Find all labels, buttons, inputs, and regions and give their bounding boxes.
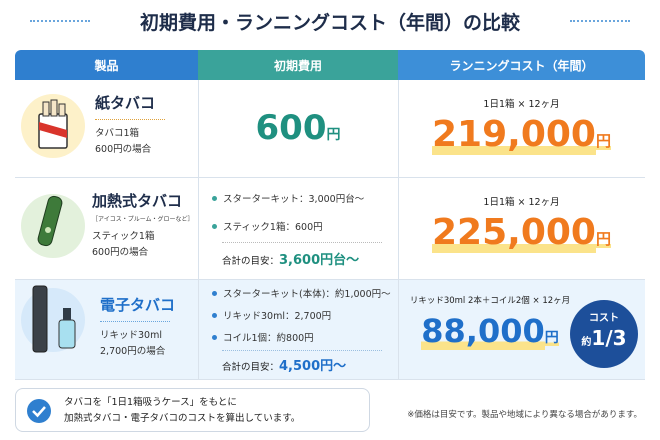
total: 3,600円台〜 [279,253,360,268]
initial-list: スターターキット(本体)：約1,000円〜 リキッド30ml：2,700円 コイ… [212,283,396,374]
row [15,80,645,178]
title: 初期費用・ランニングコスト（年間）の比較 [139,12,520,34]
footer-text: タバコを「1日1箱吸うケース」をもとに 加熱式タバコ・電子タバコのコストを算出し… [64,395,300,427]
badge-value: 1/3 [591,326,627,350]
basis: 600円の場合 [92,247,149,258]
product: 加熱式タバコ ［アイコス・プルーム・グローなど］ スティック1箱 600円の場合 [92,190,196,261]
running-note: リキッド30ml 2本＋コイル2個 × 12ヶ月 [409,296,571,306]
item: スターターキット：3,000円台〜 [212,186,396,210]
check-icon [27,399,51,423]
badge-label: 約 [581,337,592,348]
header-cell: 製品 [15,50,198,80]
item: コイル1個：約800円 [212,327,396,347]
footer-line: 加熱式タバコ・電子タバコのコストを算出しています。 [64,413,301,424]
value: 219,000 [432,114,596,155]
badge: コスト 約1/3 [570,300,638,368]
value: 225,000 [432,212,596,253]
product: 電子タバコ リキッド30ml 2,700円の場合 [100,294,196,360]
footer-box: タバコを「1日1箱吸うケース」をもとに 加熱式タバコ・電子タバコのコストを算出し… [15,388,370,432]
basis: 2,700円の場合 [100,346,166,357]
deco [95,119,165,120]
value: 600 [255,108,327,148]
running-note: 1日1箱 × 12ヶ月 [483,197,560,208]
product-name: 加熱式タバコ [92,192,183,210]
basis: リキッド30ml [100,330,162,341]
total-label: 合計の目安： [222,362,280,373]
item: スティック1箱：600円 [212,214,396,238]
basis: スティック1箱 [92,231,155,242]
deco [570,20,630,22]
total-label: 合計の目安： [222,256,280,267]
product-name: 紙タバコ [95,94,156,112]
header-cell: 初期費用 [198,50,398,80]
running-note: 1日1箱 × 12ヶ月 [483,99,560,110]
icons [21,94,85,353]
unit: 円 [326,127,341,143]
running: 1日1箱 × 12ヶ月 225,000円 [398,194,645,253]
unit: 円 [544,330,559,346]
value: 88,000 [421,312,545,350]
footer-line: タバコを「1日1箱吸うケース」をもとに [64,397,237,408]
item: スターターキット(本体)：約1,000円〜 [212,283,396,303]
product-name: 電子タバコ [100,296,176,314]
unit: 円 [595,132,611,150]
basis: 600円の場合 [95,144,152,155]
divider [398,80,399,380]
item: リキッド30ml：2,700円 [212,305,396,325]
divider [198,80,199,380]
unit: 円 [595,230,611,248]
footer-note: ※価格は目安です。製品や地域により異なる場合があります。 [407,410,642,420]
total: 4,500円〜 [279,359,347,374]
header-cell: ランニングコスト（年間） [398,50,645,80]
running: 1日1箱 × 12ヶ月 219,000円 [398,96,645,155]
badge-label: コスト [589,313,619,324]
initial-list: スターターキット：3,000円台〜 スティック1箱：600円 合計の目安：3,6… [212,186,396,268]
running: リキッド30ml 2本＋コイル2個 × 12ヶ月 88,000円 [400,294,580,350]
deco [100,321,170,322]
basis: タバコ1箱 [95,128,140,139]
product: 紙タバコ タバコ1箱 600円の場合 [95,92,195,158]
product-sub: ［アイコス・プルーム・グローなど］ [92,216,194,223]
deco [30,20,90,22]
initial-cost: 600円 [198,108,398,148]
row [15,178,645,280]
